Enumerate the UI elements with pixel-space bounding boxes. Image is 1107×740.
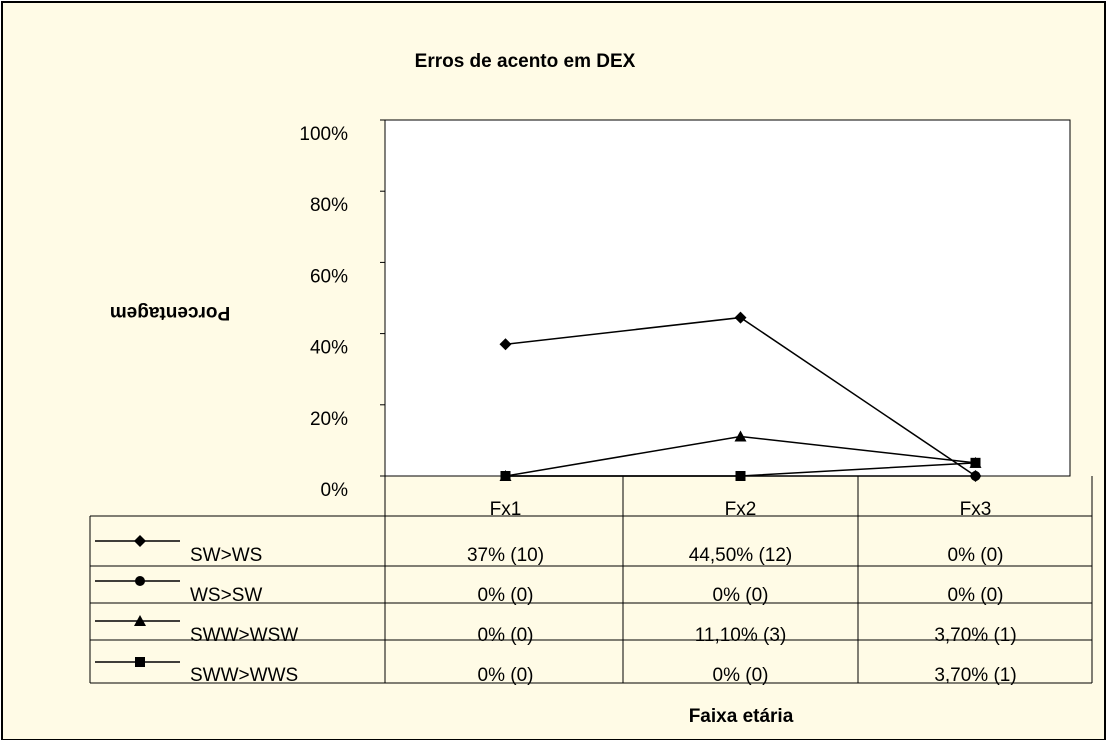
y-axis-label: Porcentagem: [110, 302, 230, 323]
x-tick-label: Fx3: [960, 499, 992, 520]
table-cell: 44,50% (12): [689, 545, 793, 566]
x-tick-label: Fx2: [725, 499, 757, 520]
table-cell: 0% (0): [713, 585, 769, 606]
legend-label: SW>WS: [190, 545, 262, 566]
table-cell: 0% (0): [478, 585, 534, 606]
y-tick-label: 40%: [310, 338, 348, 359]
marker: [970, 471, 981, 481]
data-table-grid: [89, 476, 1093, 684]
y-tick-label: 0%: [321, 480, 349, 501]
y-tick-label: 100%: [299, 124, 348, 145]
marker: [135, 657, 145, 667]
marker: [734, 430, 747, 442]
table-cell: 0% (0): [713, 665, 769, 686]
chart-title: Erros de acento em DEX: [415, 51, 636, 72]
y-tick-label: 60%: [310, 266, 348, 287]
table-cell: 3,70% (1): [934, 665, 1016, 686]
marker: [970, 457, 981, 468]
table-cell: 11,10% (3): [695, 625, 787, 646]
table-cell: 0% (0): [478, 625, 534, 646]
marker: [735, 471, 746, 481]
legend-label: SWW>WWS: [190, 665, 298, 686]
table-cell: 0% (0): [948, 545, 1004, 566]
y-tick-label: 20%: [310, 409, 348, 430]
table-cell: 0% (0): [478, 665, 534, 686]
marker: [734, 311, 747, 324]
marker: [134, 535, 146, 547]
y-tick-label: 80%: [310, 195, 348, 216]
table-cell: 0% (0): [948, 585, 1004, 606]
plot-area: [384, 119, 1071, 477]
table-cell: 3,70% (1): [934, 625, 1016, 646]
x-axis-label: Faixa etária: [689, 706, 794, 727]
legend-label: SWW>WSW: [190, 625, 298, 646]
marker: [500, 471, 511, 481]
legend-label: WS>SW: [190, 585, 262, 606]
x-tick-label: Fx1: [490, 499, 522, 520]
marker: [135, 576, 145, 586]
marker: [499, 338, 512, 351]
marker: [134, 615, 146, 626]
table-cell: 37% (10): [467, 545, 544, 566]
